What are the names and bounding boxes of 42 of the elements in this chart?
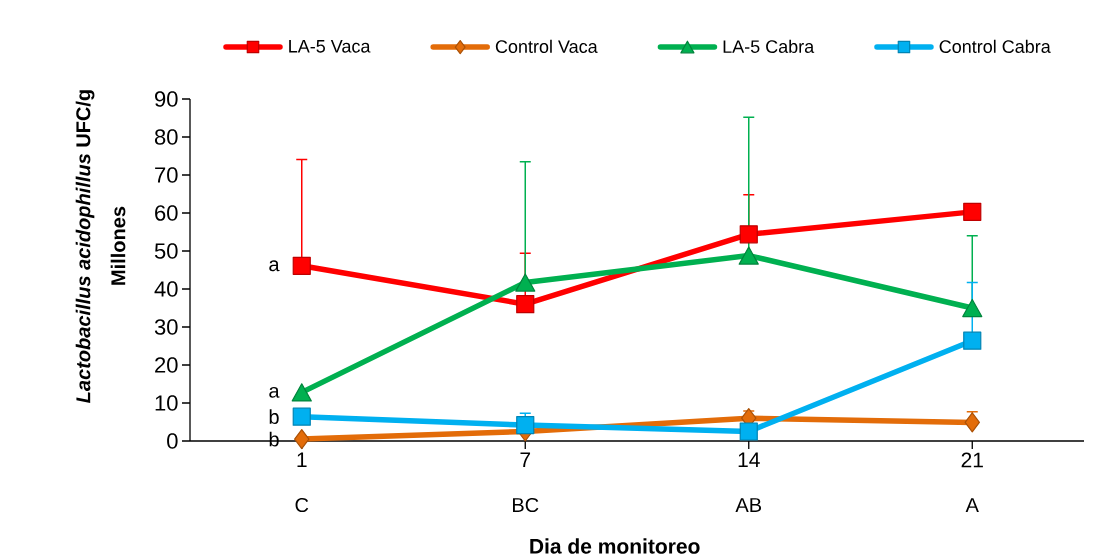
legend-label: Control Cabra xyxy=(939,39,1051,53)
annotation: b xyxy=(269,409,279,425)
text: Millones xyxy=(110,206,126,285)
y-tick-label: 90 xyxy=(155,91,178,107)
y-tick-label: 50 xyxy=(154,243,178,259)
point xyxy=(964,412,980,433)
y-tick-label: 60 xyxy=(155,205,178,221)
annotation: a xyxy=(269,386,280,398)
point xyxy=(739,422,758,441)
point xyxy=(963,331,982,350)
point xyxy=(292,256,311,275)
point xyxy=(962,298,983,318)
x-tick-label: 1 xyxy=(297,452,307,467)
x-tick-label: 7 xyxy=(520,452,531,467)
x-tick-label: 21 xyxy=(961,452,983,468)
y-tick-label: 40 xyxy=(154,281,178,297)
y-tick-label: 70 xyxy=(155,167,178,183)
y-tick-label: 30 xyxy=(154,319,178,335)
text: AB xyxy=(735,498,762,512)
legend-label: LA-5 Vaca xyxy=(289,40,371,53)
x-axis-title: Dia de monitoreo xyxy=(530,538,700,554)
point xyxy=(738,246,759,265)
point xyxy=(516,295,535,314)
y-axis-title: Lactobacillus acidophillus UFC/g xyxy=(75,90,95,403)
point xyxy=(516,415,535,435)
annotation: a xyxy=(269,260,280,272)
x-tick-label: 14 xyxy=(738,452,760,467)
point xyxy=(292,407,311,426)
legend-label: LA-5 Cabra xyxy=(723,39,815,53)
point xyxy=(739,225,758,244)
y-tick-label: 20 xyxy=(155,357,178,373)
point xyxy=(963,202,982,221)
point xyxy=(515,273,536,292)
legend-label: Control Vaca xyxy=(495,39,598,53)
y-tick-label: 80 xyxy=(154,129,178,145)
text: C xyxy=(295,497,309,513)
point xyxy=(294,429,310,450)
text: BC xyxy=(513,497,539,513)
point xyxy=(291,383,312,402)
y-tick-label: 10 xyxy=(155,395,178,411)
text: A xyxy=(965,498,979,512)
y-tick-label: 0 xyxy=(167,433,178,449)
